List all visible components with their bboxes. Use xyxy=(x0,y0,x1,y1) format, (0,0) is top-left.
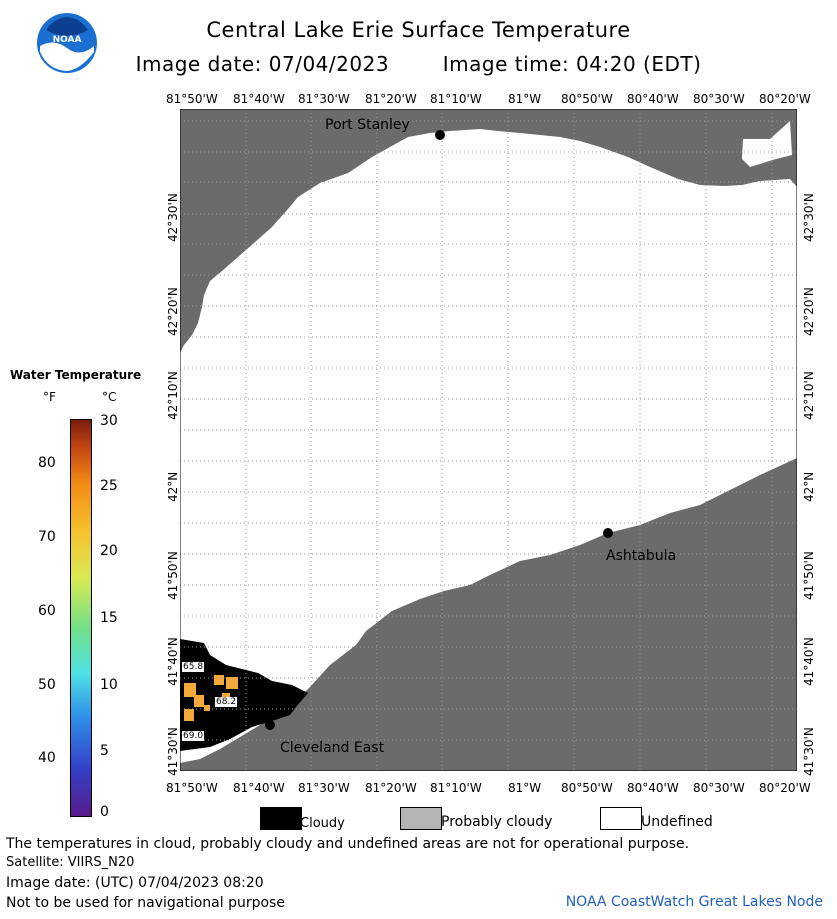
legend-c-tick: 10 xyxy=(100,677,118,693)
lon-label-bottom: 80°30'W xyxy=(693,781,745,795)
legend-c-tick: 15 xyxy=(100,610,118,626)
cleveland-east-marker xyxy=(265,720,275,730)
lat-label-left: 42°10'N xyxy=(166,371,180,420)
warm-pixel xyxy=(204,705,210,711)
color-scale-bar xyxy=(70,419,92,817)
lon-label-bottom: 80°50'W xyxy=(561,781,613,795)
temp-value-label: 69.0 xyxy=(182,731,205,741)
legend-f-tick: 80 xyxy=(38,455,56,471)
lon-label-top: 80°50'W xyxy=(561,92,613,106)
warm-pixel xyxy=(184,709,194,721)
legend-unit-f: °F xyxy=(43,390,56,404)
legend-c-tick: 5 xyxy=(100,743,109,759)
lon-label-top: 81°40'W xyxy=(233,92,285,106)
lat-label-right: 41°40'N xyxy=(802,637,816,686)
undefined-swatch xyxy=(600,807,642,830)
cloud-area xyxy=(180,639,308,751)
lat-label-left: 42°30'N xyxy=(166,193,180,242)
legend-unit-c: °C xyxy=(102,390,117,404)
ashtabula-marker xyxy=(603,528,613,538)
noaa-logo-text: NOAA xyxy=(53,35,82,45)
satellite-info: Satellite: VIIRS_N20 xyxy=(6,855,135,870)
noaa-logo: NOAA xyxy=(36,12,98,74)
page-title: Central Lake Erie Surface Temperature xyxy=(206,18,631,42)
place-label-port-stanley: Port Stanley xyxy=(325,117,410,133)
lon-label-top: 80°40'W xyxy=(627,92,679,106)
temp-value-label: 65.8 xyxy=(182,662,205,672)
lat-label-right: 42°N xyxy=(802,471,816,502)
undefined-label: Undefined xyxy=(641,814,713,830)
land-north-shore xyxy=(180,109,797,353)
image-time: Image time: 04:20 (EDT) xyxy=(442,52,702,76)
port-stanley-marker xyxy=(435,130,445,140)
warm-pixel xyxy=(214,675,224,685)
warm-pixel xyxy=(194,695,204,707)
image-datetime: Image date: 07/04/2023 Image time: 04:20… xyxy=(0,52,837,76)
cloudy-label: Cloudy xyxy=(300,816,345,831)
legend-f-tick: 50 xyxy=(38,677,56,693)
lon-label-bottom: 80°40'W xyxy=(627,781,679,795)
legend-title: Water Temperature xyxy=(10,368,142,382)
legend-c-tick: 25 xyxy=(100,478,118,494)
graticule xyxy=(180,109,797,771)
disclaimer: The temperatures in cloud, probably clou… xyxy=(6,836,690,852)
lat-label-right: 41°50'N xyxy=(802,551,816,600)
lon-label-bottom: 81°20'W xyxy=(365,781,417,795)
lon-label-bottom: 80°20'W xyxy=(759,781,811,795)
lat-label-left: 41°30'N xyxy=(166,727,180,776)
probably-cloudy-swatch xyxy=(400,807,442,830)
image-date: Image date: 07/04/2023 xyxy=(135,52,390,76)
lon-label-top: 81°30'W xyxy=(298,92,350,106)
temperature-map xyxy=(179,108,798,772)
lon-label-bottom: 81°40'W xyxy=(233,781,285,795)
cloudy-swatch xyxy=(260,807,302,830)
lon-label-top: 81°50'W xyxy=(166,92,218,106)
credit-link[interactable]: NOAA CoastWatch Great Lakes Node xyxy=(565,894,823,910)
nav-warning: Not to be used for navigational purpose xyxy=(6,895,285,911)
land-north-inlet xyxy=(742,121,792,167)
lat-label-left: 41°50'N xyxy=(166,551,180,600)
lon-label-top: 81°20'W xyxy=(365,92,417,106)
lat-label-right: 42°30'N xyxy=(802,193,816,242)
lon-label-top: 81°W xyxy=(508,92,542,106)
lon-label-bottom: 81°30'W xyxy=(298,781,350,795)
legend-c-tick: 30 xyxy=(100,413,118,429)
legend-f-tick: 60 xyxy=(38,603,56,619)
legend-f-tick: 70 xyxy=(38,529,56,545)
lon-label-top: 80°30'W xyxy=(693,92,745,106)
lat-label-left: 41°40'N xyxy=(166,637,180,686)
lon-label-bottom: 81°50'W xyxy=(166,781,218,795)
lat-label-left: 42°N xyxy=(166,471,180,502)
place-label-cleveland-east: Cleveland East xyxy=(280,740,385,756)
legend-c-tick: 20 xyxy=(100,543,118,559)
land-south-shore xyxy=(180,458,797,771)
place-label-ashtabula: Ashtabula xyxy=(606,548,677,564)
lon-label-bottom: 81°10'W xyxy=(430,781,482,795)
warm-pixel xyxy=(226,677,238,689)
lat-label-right: 42°20'N xyxy=(802,287,816,336)
lon-label-top: 80°20'W xyxy=(759,92,811,106)
legend-c-tick: 0 xyxy=(100,804,109,820)
lon-label-top: 81°10'W xyxy=(430,92,482,106)
temp-value-label: 68.2 xyxy=(215,697,238,707)
lat-label-right: 41°30'N xyxy=(802,727,816,776)
lat-label-left: 42°20'N xyxy=(166,287,180,336)
probably-cloudy-label: Probably cloudy xyxy=(441,814,553,830)
utc-date: Image date: (UTC) 07/04/2023 08:20 xyxy=(6,875,264,891)
lat-label-right: 42°10'N xyxy=(802,371,816,420)
lon-label-bottom: 81°W xyxy=(508,781,542,795)
warm-pixel xyxy=(184,683,196,697)
legend-f-tick: 40 xyxy=(38,750,56,766)
